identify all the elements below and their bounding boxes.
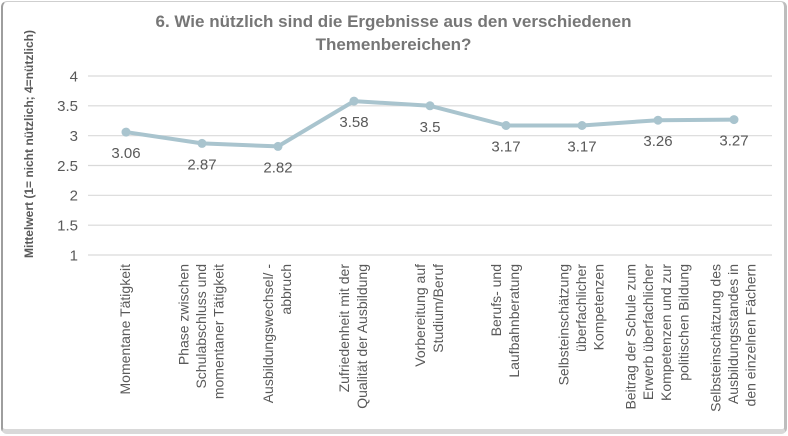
data-point-marker	[121, 127, 131, 137]
data-point-label: 3.58	[339, 114, 368, 131]
y-tick-label: 3	[70, 128, 78, 145]
x-category-label: Momentane Tätigkeit	[117, 264, 133, 395]
chart-title: 6. Wie nützlich sind die Ergebnisse aus …	[155, 12, 632, 54]
y-tick-label: 2	[70, 188, 78, 205]
x-category-label: Phase zwischen Schulabschluss und momentan…	[176, 264, 227, 399]
y-tick-label: 1.5	[57, 217, 78, 234]
x-category-label: Vorbereitung auf Studium/Beruf	[412, 264, 446, 367]
data-point-marker	[729, 115, 739, 125]
y-tick-label: 3.5	[57, 98, 78, 115]
x-category-label: Selbsteinschätzung überfachlicher Kompeten…	[556, 264, 607, 386]
x-category-label: Berufs- und Laufbahnberatung	[488, 264, 522, 378]
data-point-label: 3.17	[491, 139, 520, 156]
x-category-label: Ausbildungswechsel/ - abbruch	[260, 264, 294, 404]
y-tick-label: 1	[70, 247, 78, 264]
x-category-label: Selbsteinschätzung des Ausbildungsstandes…	[708, 264, 759, 412]
data-point-label: 3.27	[719, 133, 748, 150]
data-point-label: 3.26	[643, 133, 672, 150]
data-point-marker	[349, 96, 359, 106]
data-point-marker	[425, 101, 435, 111]
data-point-label: 3.06	[111, 145, 140, 162]
data-point-marker	[197, 138, 207, 148]
data-point-marker	[653, 115, 663, 125]
x-category-label: Zufriedenheit mit der Qualität der Ausbil…	[336, 264, 370, 409]
data-point-label: 2.87	[187, 156, 216, 173]
y-tick-label: 2.5	[57, 158, 78, 175]
data-point-label: 3.17	[567, 139, 596, 156]
y-tick-label: 4	[70, 68, 78, 85]
data-point-marker	[501, 121, 511, 130]
data-point-marker	[577, 121, 587, 130]
plot-area: 4 3.5 3 2.5 2 1.5 1 3.06 2.87 2.82 3.58 3.5 3.17 3.17…	[57, 68, 772, 412]
x-category-label: Beitrag der Schule zum Erwerb überfachlic…	[623, 264, 692, 410]
data-point-marker	[273, 141, 283, 151]
data-point-label: 2.82	[263, 159, 292, 176]
data-point-label: 3.5	[420, 119, 441, 136]
